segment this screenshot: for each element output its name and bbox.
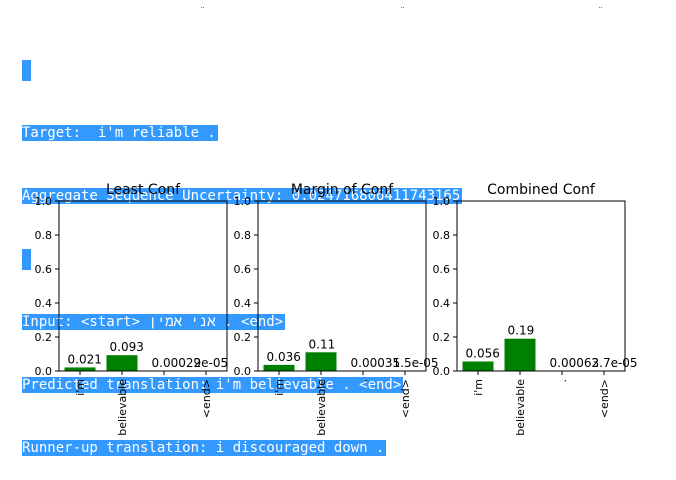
x-tick-label: i'm: [472, 379, 485, 396]
bar-value-label: 0.056: [466, 346, 500, 360]
uncertainty-bar-charts: Least Conf 0.0 0.2 0.4 0.6 0.8 1.0 0.021 i'm 0.09…: [0, 170, 676, 460]
y-tick-label: 0.0: [433, 365, 451, 378]
bar-value-label: 2e-05: [194, 356, 229, 370]
chart-title: Least Conf: [106, 182, 181, 198]
chart-title: Margin of Conf: [291, 182, 394, 198]
y-tick-label: 0.8: [35, 229, 53, 242]
x-tick-label: i'm: [273, 379, 286, 396]
bar-value-label: 3.7e-05: [592, 356, 638, 370]
x-tick-label: <end>: [598, 379, 611, 418]
y-tick-label: 0.4: [234, 297, 252, 310]
y-tick-label: 0.2: [35, 331, 53, 344]
bar: [306, 352, 337, 371]
x-tick-label: <end>: [200, 379, 213, 418]
bar-value-label: 0.19: [508, 324, 535, 338]
y-tick-label: 0.8: [234, 229, 252, 242]
svg-text:v: v: [598, 7, 604, 8]
bar: [107, 355, 138, 371]
y-tick-label: 0.6: [35, 263, 53, 276]
y-tick-label: 1.0: [35, 195, 53, 208]
x-tick-label: believable: [514, 379, 527, 436]
bar-value-label: 0.021: [68, 352, 102, 366]
x-tick-label: believable: [315, 379, 328, 436]
x-tick-label: <end>: [399, 379, 412, 418]
bar-value-label: 0.093: [110, 340, 144, 354]
target-line: Target: i'm reliable .: [22, 123, 462, 144]
x-tick-label: .: [158, 379, 171, 383]
svg-text:v: v: [400, 7, 406, 8]
y-tick-label: 1.0: [433, 195, 451, 208]
target-text: Target: i'm reliable .: [22, 125, 218, 141]
bar: [505, 339, 536, 371]
x-tick-label: believable: [116, 379, 129, 436]
previous-output-remnant: . v . v . v: [0, 0, 676, 8]
y-tick-label: 0.2: [433, 331, 451, 344]
output-blank-line: [22, 60, 462, 81]
plot-frame: [258, 201, 426, 371]
x-tick-label: .: [556, 379, 569, 383]
bar: [264, 365, 295, 371]
svg-text:.: .: [518, 7, 521, 8]
bar: [65, 367, 96, 371]
x-tick-label: .: [357, 379, 370, 383]
bar-value-label: 0.11: [309, 337, 336, 351]
y-tick-label: 0.4: [433, 297, 451, 310]
bar-value-label: 0.036: [267, 350, 301, 364]
chart-title: Combined Conf: [487, 182, 596, 198]
y-tick-label: 0.8: [433, 229, 451, 242]
y-tick-label: 0.6: [433, 263, 451, 276]
y-tick-label: 1.0: [234, 195, 252, 208]
svg-text:.: .: [111, 7, 121, 8]
y-tick-label: 0.6: [234, 263, 252, 276]
svg-text:v: v: [200, 7, 206, 8]
svg-text:.: .: [318, 7, 321, 8]
x-tick-label: i'm: [74, 379, 87, 396]
y-tick-label: 0.4: [35, 297, 53, 310]
y-tick-label: 0.0: [35, 365, 53, 378]
y-tick-label: 0.2: [234, 331, 252, 344]
y-tick-label: 0.0: [234, 365, 252, 378]
bar: [463, 361, 494, 371]
